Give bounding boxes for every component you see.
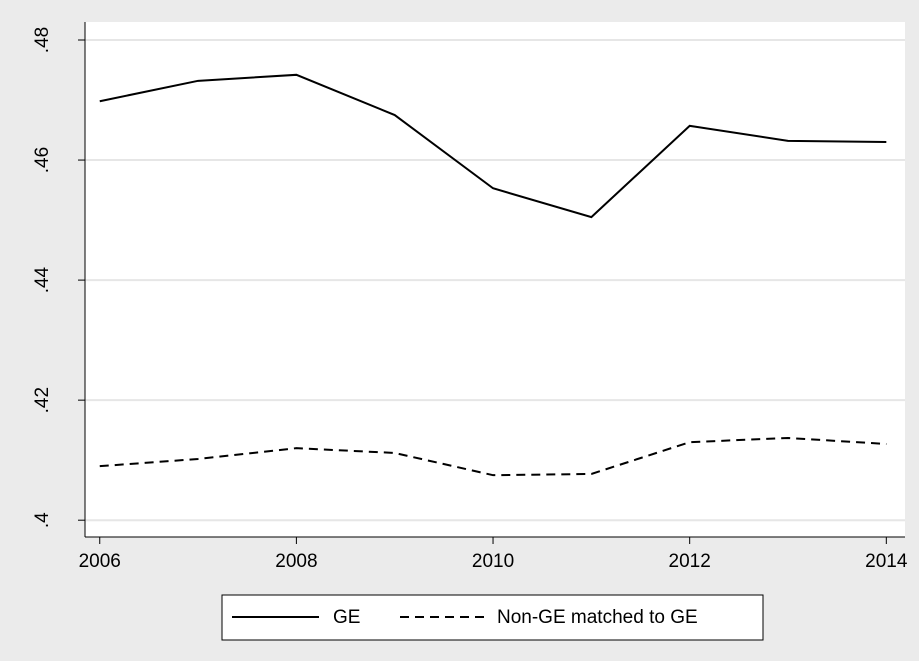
- x-tick-label: 2010: [472, 551, 514, 572]
- x-tick-label: 2006: [79, 551, 121, 572]
- y-tick-label: .44: [32, 266, 53, 293]
- legend-label: GE: [333, 607, 360, 628]
- x-tick-label: 2008: [275, 551, 317, 572]
- x-tick-label: 2012: [669, 551, 711, 572]
- series-line: [99, 73, 887, 219]
- legend-label: Non-GE matched to GE: [497, 607, 698, 628]
- y-tick-label: .4: [32, 512, 53, 528]
- series-line: [99, 436, 887, 477]
- y-tick-label: .42: [32, 387, 53, 413]
- y-tick-label: .46: [32, 147, 53, 173]
- x-tick-label: 2014: [865, 551, 908, 572]
- y-tick-label: .48: [32, 27, 53, 53]
